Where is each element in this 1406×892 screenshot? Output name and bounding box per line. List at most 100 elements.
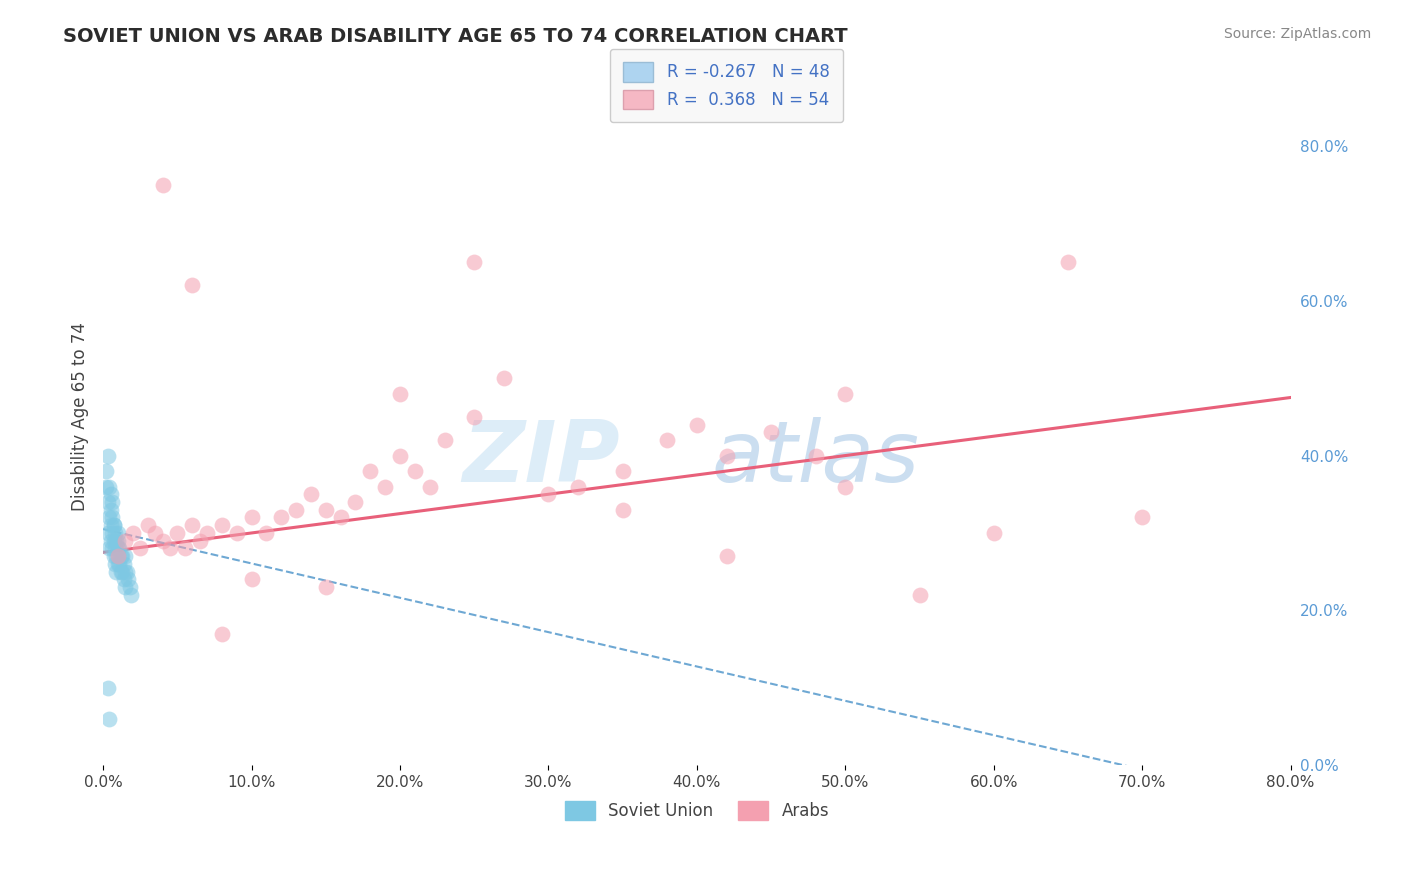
Point (285, 502, 308, 516)
Point (112, 557, 135, 571)
Point (97, 495, 120, 509)
Point (181, 518, 204, 533)
Point (834, 386, 856, 401)
Point (108, 541, 131, 556)
Point (100, 533, 122, 548)
Text: SOVIET UNION VS ARAB DISABILITY AGE 65 TO 74 CORRELATION CHART: SOVIET UNION VS ARAB DISABILITY AGE 65 T… (63, 27, 848, 45)
Point (98, 712, 121, 726)
Point (315, 580, 337, 594)
Point (114, 549, 136, 564)
Point (103, 533, 125, 548)
Point (97, 525, 120, 540)
Point (111, 565, 134, 579)
Point (114, 565, 136, 579)
Point (97, 681, 120, 695)
Point (101, 495, 124, 509)
Point (1130, 510, 1153, 524)
Point (152, 533, 174, 548)
Point (107, 557, 129, 571)
Y-axis label: Disability Age 65 to 74: Disability Age 65 to 74 (72, 322, 89, 511)
Point (112, 573, 135, 587)
Point (104, 525, 127, 540)
Point (120, 588, 142, 602)
Point (173, 541, 195, 556)
Text: atlas: atlas (711, 417, 920, 500)
Point (100, 518, 122, 533)
Point (612, 464, 634, 478)
Point (181, 278, 204, 293)
Point (188, 533, 211, 548)
Point (240, 510, 263, 524)
Legend: Soviet Union, Arabs: Soviet Union, Arabs (551, 788, 842, 833)
Point (115, 565, 138, 579)
Point (98, 479, 121, 493)
Point (107, 525, 129, 540)
Point (103, 518, 125, 533)
Point (104, 541, 127, 556)
Point (94, 479, 117, 493)
Point (195, 525, 218, 540)
Point (104, 557, 127, 571)
Point (110, 549, 132, 564)
Point (315, 502, 337, 516)
Point (463, 255, 485, 269)
Point (143, 525, 166, 540)
Point (114, 533, 136, 548)
Point (98, 541, 121, 556)
Point (98, 510, 121, 524)
Point (804, 449, 827, 463)
Point (344, 495, 367, 509)
Point (107, 541, 129, 556)
Point (374, 479, 396, 493)
Text: ZIP: ZIP (463, 417, 620, 500)
Point (225, 525, 247, 540)
Point (716, 449, 738, 463)
Point (270, 510, 292, 524)
Point (110, 565, 132, 579)
Point (111, 549, 134, 564)
Point (612, 502, 634, 516)
Point (567, 479, 589, 493)
Point (492, 371, 515, 385)
Point (686, 417, 709, 432)
Point (97, 449, 120, 463)
Point (211, 518, 233, 533)
Point (211, 626, 233, 640)
Point (107, 533, 129, 548)
Point (166, 525, 188, 540)
Text: Source: ZipAtlas.com: Source: ZipAtlas.com (1223, 27, 1371, 41)
Point (152, 178, 174, 192)
Point (107, 549, 129, 564)
Point (105, 549, 128, 564)
Point (101, 510, 124, 524)
Point (433, 433, 456, 447)
Point (103, 518, 125, 533)
Point (359, 464, 381, 478)
Point (121, 525, 143, 540)
Point (404, 464, 426, 478)
Point (94, 464, 117, 478)
Point (240, 573, 263, 587)
Point (388, 386, 411, 401)
Point (388, 449, 411, 463)
Point (136, 518, 159, 533)
Point (107, 549, 129, 564)
Point (537, 487, 560, 501)
Point (118, 580, 141, 594)
Point (834, 479, 856, 493)
Point (759, 425, 782, 440)
Point (101, 525, 124, 540)
Point (716, 549, 738, 564)
Point (159, 541, 181, 556)
Point (463, 409, 485, 424)
Point (657, 433, 679, 447)
Point (299, 487, 322, 501)
Point (105, 565, 128, 579)
Point (114, 580, 136, 594)
Point (254, 525, 277, 540)
Point (100, 487, 122, 501)
Point (103, 549, 125, 564)
Point (908, 588, 931, 602)
Point (419, 479, 441, 493)
Point (129, 541, 152, 556)
